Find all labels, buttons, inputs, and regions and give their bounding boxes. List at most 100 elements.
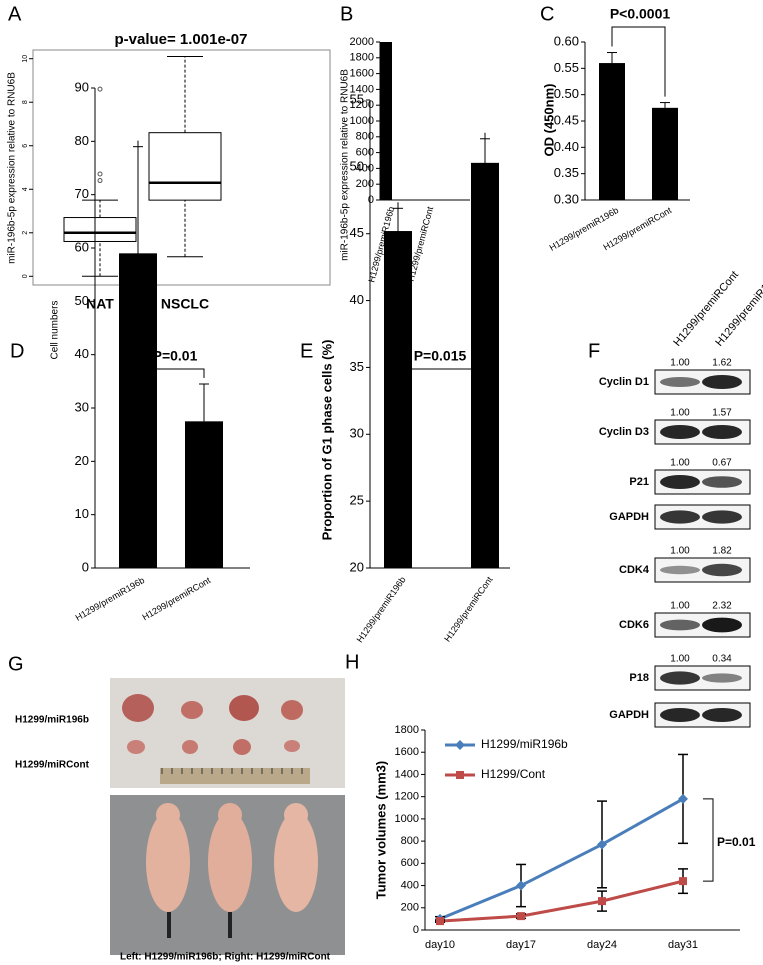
bar [380, 42, 392, 200]
significance-bracket [703, 798, 714, 882]
blot-label: P18 [629, 672, 649, 684]
marker [516, 880, 526, 891]
x-tick-label: H1299/premiRCont [442, 574, 495, 643]
mice-photo [110, 795, 345, 955]
x-tick-label: H1299/premiR196b [355, 575, 408, 645]
y-axis-label: Proportion of G1 phase cells (%) [319, 340, 334, 541]
y-tick-label: 400 [356, 162, 374, 174]
blot-band [702, 617, 742, 633]
annotation: P<0.0001 [610, 6, 671, 22]
y-axis-label: OD (450nm) [541, 84, 556, 157]
y-axis-label: miR-196b-5p expression relative to RNU6B [340, 69, 351, 261]
marker [597, 839, 607, 850]
chart-title: p-value= 1.001e-07 [114, 31, 247, 48]
y-tick-label: 1000 [350, 115, 374, 127]
annotation: P=0.01 [717, 835, 756, 849]
column-header: H1299/premiR196b [713, 268, 763, 349]
significance-bracket [397, 132, 486, 370]
x-tick-label: NSCLC [161, 296, 209, 312]
bar [185, 421, 223, 568]
blot-ratio: 1.57 [712, 408, 732, 419]
y-tick-label: 55 [350, 91, 364, 106]
blot-label: GAPDH [609, 511, 649, 523]
y-tick-label: 2 [22, 231, 29, 235]
bar [652, 107, 678, 200]
y-tick-label: 1400 [395, 768, 419, 780]
panel-letter: A [8, 3, 22, 25]
legend-marker [456, 771, 464, 779]
y-tick-label: 1200 [395, 791, 419, 803]
y-tick-label: 0 [82, 559, 89, 574]
y-tick-label: 800 [356, 131, 374, 143]
blot-label: CDK6 [619, 619, 649, 631]
blot-ratio: 1.00 [670, 458, 690, 469]
y-tick-label: 800 [401, 835, 419, 847]
y-tick-label: 600 [401, 857, 419, 869]
blot-label: GAPDH [609, 709, 649, 721]
blot-ratio: 1.00 [670, 546, 690, 557]
blot-band [660, 425, 700, 439]
y-tick-label: 0.55 [554, 60, 579, 75]
panel-letter: B [340, 3, 353, 25]
x-tick-label: day24 [587, 939, 617, 951]
marker [436, 917, 444, 926]
marker [679, 877, 687, 886]
x-tick-label: day10 [425, 939, 455, 951]
y-axis-label: Cell numbers [50, 301, 61, 360]
y-tick-label: 30 [350, 426, 364, 441]
legend-marker [455, 740, 465, 750]
y-tick-label: 1600 [395, 746, 419, 758]
plot-frame [32, 49, 331, 286]
blot-band [702, 425, 742, 439]
blot-label: Cyclin D1 [599, 376, 649, 388]
y-tick-label: 50 [75, 293, 89, 308]
blot-band [702, 510, 742, 524]
blot-ratio: 0.34 [712, 654, 732, 665]
x-tick-label: day17 [506, 939, 536, 951]
y-tick-label: 6 [22, 144, 29, 148]
marker [678, 793, 688, 804]
blot-band [660, 708, 700, 722]
y-tick-label: 1000 [395, 813, 419, 825]
blot-band [660, 619, 700, 631]
y-tick-label: 50 [350, 158, 364, 173]
blot-ratio: 1.00 [670, 358, 690, 369]
y-tick-label: 2000 [350, 36, 374, 48]
box [63, 217, 137, 242]
blot-ratio: 1.62 [712, 358, 732, 369]
blot-band [660, 671, 700, 685]
blot-band [702, 708, 742, 722]
significance-bracket [137, 140, 205, 378]
y-tick-label: 8 [22, 100, 29, 104]
tumor-photo [110, 678, 345, 788]
x-tick-label: NAT [86, 296, 114, 312]
y-tick-label: 0.50 [554, 86, 579, 101]
y-tick-label: 1800 [395, 724, 419, 736]
line [439, 879, 684, 923]
y-tick-label: 200 [356, 178, 374, 190]
blot-ratio: 1.00 [670, 601, 690, 612]
annotation: P=0.01 [153, 348, 198, 364]
legend-label: H1299/miR196b [481, 737, 568, 751]
blot-ratio: 2.32 [712, 601, 732, 612]
box [148, 132, 222, 201]
y-tick-label: 0.60 [554, 33, 579, 48]
y-tick-label: 0.40 [554, 139, 579, 154]
blot-label: CDK4 [619, 564, 650, 576]
photo-caption: Left: H1299/miR196b; Right: H1299/miRCon… [120, 952, 331, 963]
blot-band [702, 375, 742, 389]
y-tick-label: 0.45 [554, 112, 579, 127]
significance-bracket [611, 26, 666, 97]
panel-letter: H [345, 651, 359, 673]
y-axis-label: Tumor volumes (mm3) [373, 761, 388, 899]
y-tick-label: 40 [75, 346, 89, 361]
y-tick-label: 30 [75, 399, 89, 414]
y-tick-label: 25 [350, 493, 364, 508]
y-tick-label: 0.35 [554, 165, 579, 180]
y-tick-label: 10 [75, 506, 89, 521]
blot-ratio: 1.82 [712, 546, 732, 557]
y-tick-label: 0 [22, 274, 29, 278]
line [439, 797, 684, 921]
blot-label: Cyclin D3 [599, 426, 649, 438]
